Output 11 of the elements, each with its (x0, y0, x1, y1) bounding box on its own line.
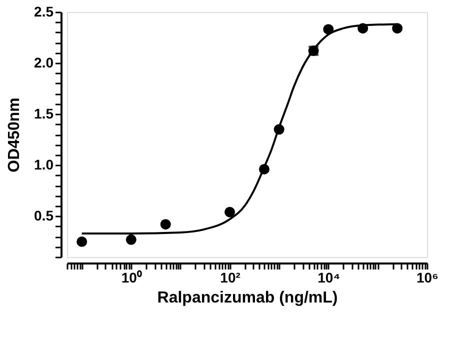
x-tick-label: 10⁴ (318, 270, 340, 286)
y-tick-label: 2.0 (34, 54, 54, 71)
y-tick-label: 1.5 (34, 106, 54, 122)
x-tick-label: 10⁰ (121, 270, 142, 286)
y-tick-label: 1.0 (34, 156, 54, 173)
x-tick-label: 10² (220, 270, 241, 286)
x-tick-label: 10⁶ (416, 270, 439, 286)
y-axis-title: OD450nm (6, 98, 24, 172)
x-axis-title: Ralpancizumab (ng/mL) (157, 290, 338, 306)
y-tick-label: 2.5 (34, 4, 54, 20)
y-tick-label: 0.5 (34, 208, 54, 224)
